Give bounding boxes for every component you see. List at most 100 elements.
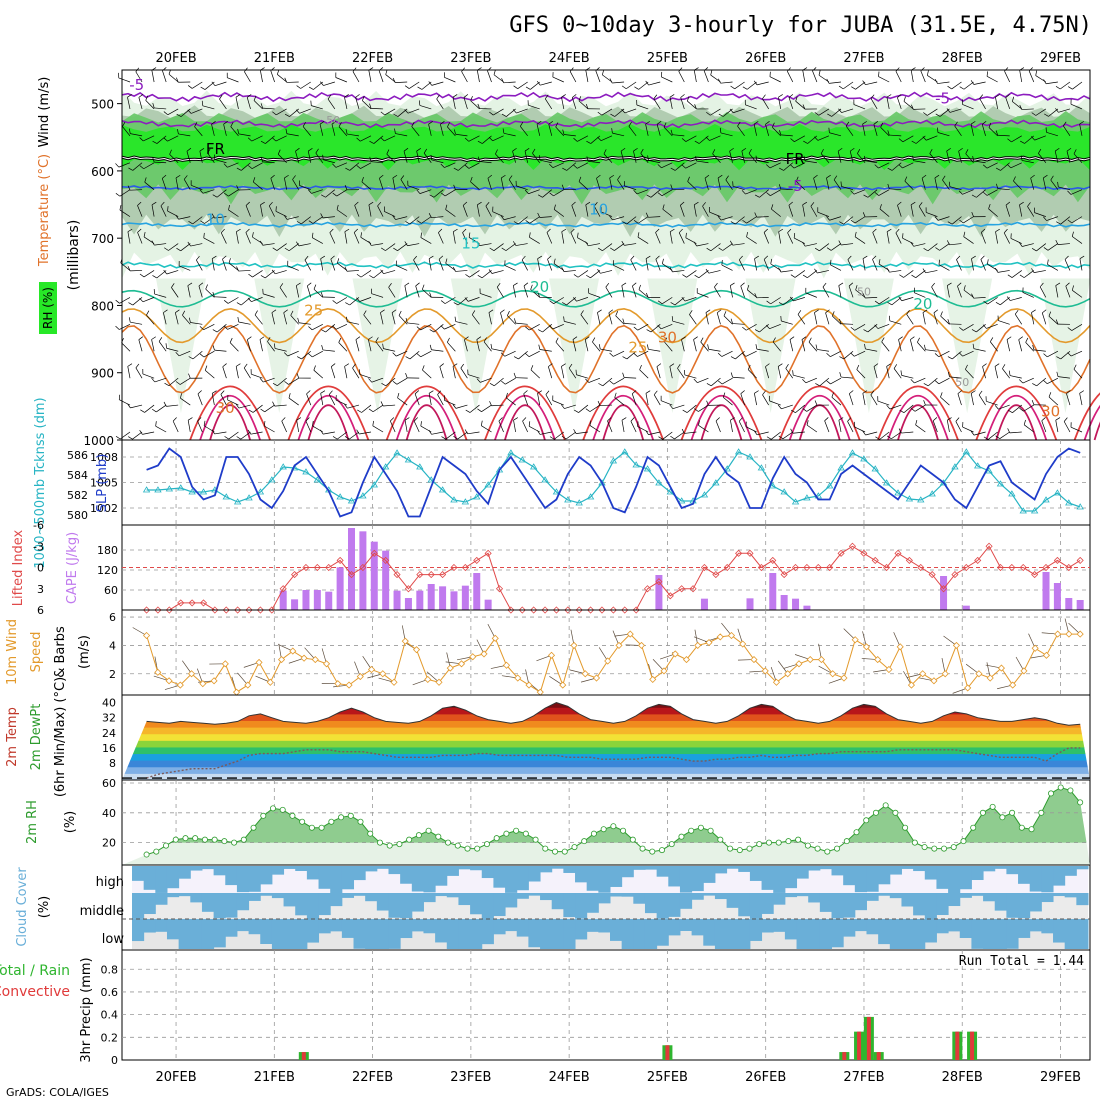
- wind-barb: [230, 126, 239, 137]
- wind-barb-flag: [792, 370, 794, 376]
- wind-barb: [383, 348, 396, 352]
- wind-barb: [214, 431, 227, 435]
- wind-barb-flag: [220, 390, 225, 395]
- wind-barb-flag: [742, 326, 747, 331]
- wind-barb: [445, 209, 456, 217]
- wind-barb-flag: [765, 324, 770, 329]
- isotherm-label: FR: [206, 140, 225, 158]
- wind-barb-flag: [801, 336, 807, 340]
- wind-barb-flag: [814, 400, 818, 406]
- wind-barb: [679, 205, 685, 217]
- cloud-cover-cell: [691, 919, 704, 936]
- wind-barb: [653, 98, 661, 110]
- wind-barb: [963, 289, 974, 298]
- wind10m-point: [480, 650, 488, 658]
- wind-barb-flag: [380, 111, 385, 116]
- wind-barb-flag: [762, 94, 766, 99]
- wind-barb-flag: [296, 85, 301, 89]
- wind-barb: [746, 81, 757, 90]
- wind-barb-flag: [464, 137, 470, 142]
- wind-barb: [729, 151, 733, 163]
- wind-barb: [577, 270, 589, 278]
- wind-barb: [963, 81, 974, 90]
- wind-barb-flag: [263, 421, 266, 427]
- wind-barb-flag: [911, 140, 917, 144]
- rh2m-area-light: [122, 787, 1090, 865]
- wind-barb-flag: [176, 247, 181, 252]
- wind-barb: [235, 366, 239, 379]
- wind-barb-flag: [393, 247, 398, 251]
- wind10m-point: [356, 673, 364, 681]
- rh2m-point: [308, 824, 315, 831]
- cloud-cover-cell: [1006, 919, 1019, 949]
- lifted-index-point: [268, 606, 276, 614]
- wind-barb-flag: [127, 363, 133, 367]
- wind-barb: [829, 132, 842, 137]
- wind-barb-flag: [1041, 417, 1046, 421]
- wind-barb: [179, 377, 191, 385]
- rh2m-point: [863, 817, 870, 824]
- wind-barb: [306, 393, 312, 406]
- ytick-label: 700: [91, 232, 114, 246]
- wind-barb-flag: [470, 95, 473, 101]
- wind-barb-flag: [164, 247, 169, 251]
- cape-bar: [404, 598, 412, 610]
- isotherm-hot-arch: [887, 395, 949, 441]
- side-label-wind: Wind (m/s): [37, 77, 52, 148]
- wind10m-point: [221, 660, 229, 668]
- wind-barb: [638, 289, 649, 298]
- wind-barb-flag: [1079, 390, 1085, 394]
- isotherm-line: [121, 91, 1091, 103]
- cloud-cover-cell: [808, 866, 821, 871]
- wind-barb: [1046, 216, 1059, 221]
- cloud-cover-cell: [959, 893, 972, 898]
- wind-barb-flag: [645, 255, 651, 259]
- wind-barb: [431, 216, 444, 219]
- wind-barb-flag: [223, 325, 228, 330]
- wind-barb-flag: [501, 247, 507, 251]
- wind-barb-flag: [893, 364, 898, 369]
- wind-barb: [849, 151, 854, 163]
- wind-barb: [777, 366, 782, 379]
- wind-barb: [180, 243, 191, 252]
- wind-barb: [553, 297, 565, 305]
- wind-barb-flag: [645, 80, 649, 86]
- rh2m-point: [192, 835, 199, 842]
- wind-barb: [275, 135, 287, 142]
- wind-barb-flag: [923, 400, 926, 406]
- wind-barb: [288, 377, 299, 385]
- wind-barb-flag: [779, 167, 784, 171]
- wind10m-point: [896, 643, 904, 651]
- cloud-cover-cell: [1029, 919, 1042, 932]
- wind-barb-flag: [369, 140, 375, 144]
- cloud-cover-cell: [843, 919, 856, 937]
- ytick-label-lifted: -3: [33, 540, 44, 553]
- wind-barb: [927, 108, 938, 116]
- cloud-cover-cell: [948, 919, 961, 932]
- cloud-cover-cell: [983, 866, 996, 872]
- wind-barb: [672, 134, 685, 137]
- wind-barb-flag: [138, 94, 144, 98]
- wind-barb-flag: [292, 175, 296, 180]
- wind-barb: [507, 315, 516, 325]
- wind-barb: [263, 293, 275, 298]
- wind-barb-flag: [785, 364, 789, 369]
- wind-barb-flag: [863, 155, 866, 161]
- wind-barb-flag: [404, 417, 410, 421]
- wind-barb: [662, 431, 673, 440]
- wind-barb-flag: [561, 228, 567, 233]
- wind-barb-flag: [416, 326, 421, 331]
- side-label-temperature: Temperature (°C): [37, 154, 52, 267]
- wind-barb: [795, 100, 806, 110]
- lifted-index-point: [450, 563, 458, 572]
- wind-barb-flag: [537, 292, 541, 298]
- wind-barb-flag: [995, 228, 1000, 233]
- wind-barb-flag: [947, 371, 950, 377]
- wind-barb: [335, 323, 348, 330]
- lifted-index-point: [962, 563, 970, 572]
- rh2m-point: [717, 836, 724, 843]
- wind-barb: [584, 339, 589, 352]
- thickness-point: [780, 488, 788, 495]
- wind-barb: [457, 431, 468, 440]
